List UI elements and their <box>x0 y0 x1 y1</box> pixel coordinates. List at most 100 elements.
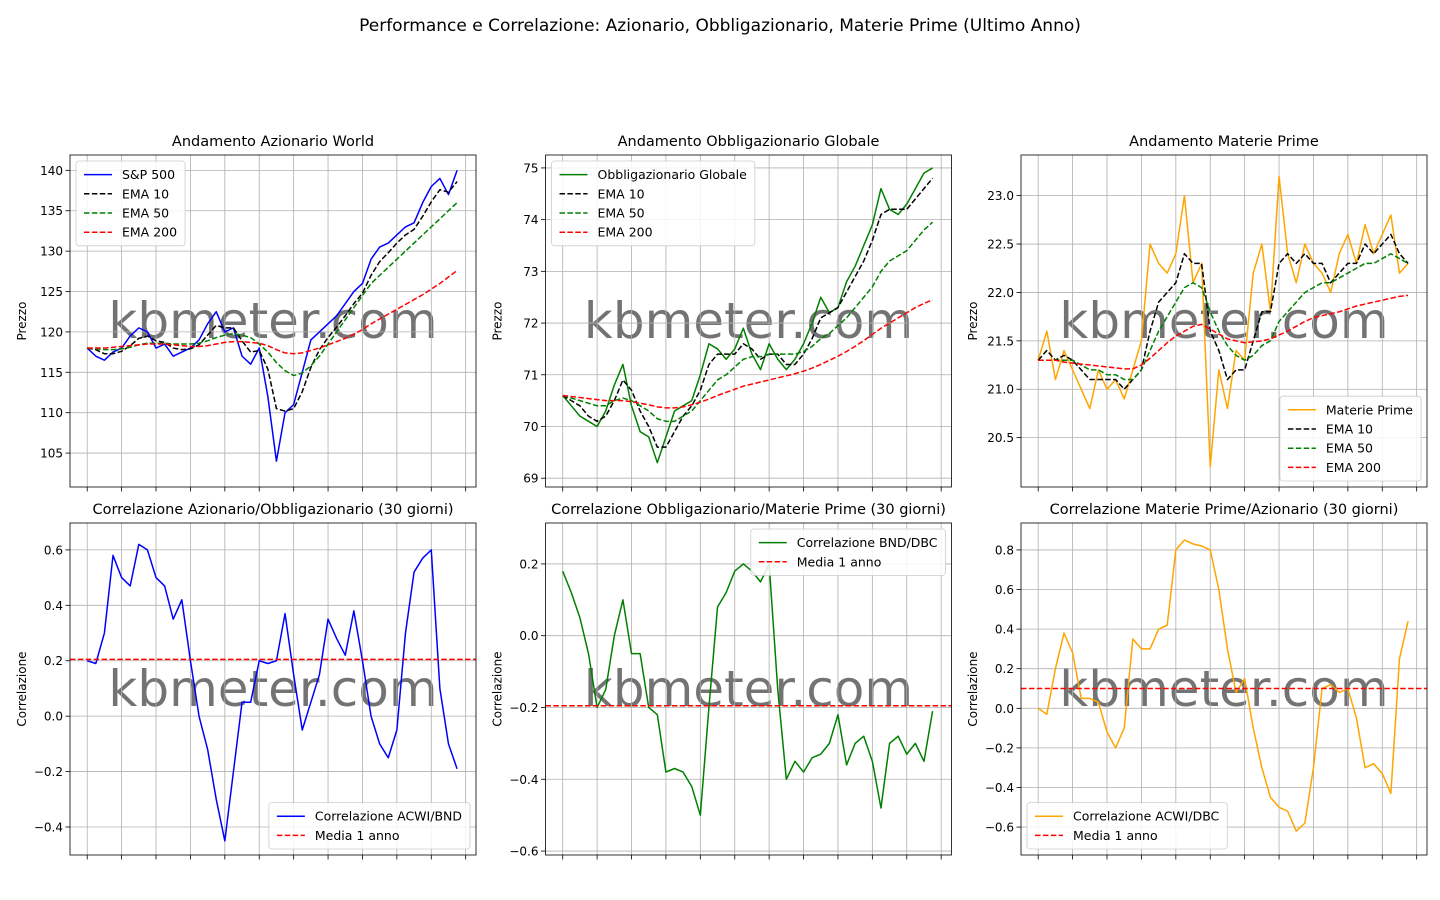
watermark: kbmeter.com <box>584 660 913 718</box>
axes-frame <box>1020 522 1428 856</box>
legend-label: EMA 50 <box>1326 441 1373 456</box>
legend-box <box>1026 802 1228 850</box>
subplot-title: Andamento Materie Prime <box>1129 134 1319 150</box>
y-axis-label: Prezzo <box>491 301 505 340</box>
legend-label: EMA 200 <box>1326 460 1381 475</box>
legend-label: Media 1 anno <box>315 828 400 843</box>
y-tick-label: 0.4 <box>995 623 1014 637</box>
y-tick-label: 22.0 <box>987 286 1014 300</box>
y-tick-label: 115 <box>40 366 63 380</box>
y-axis-label: Prezzo <box>966 301 980 340</box>
y-tick-label: 0.4 <box>44 599 63 613</box>
subplot-title: Andamento Obbligazionario Globale <box>618 134 880 150</box>
y-tick-label: 72 <box>523 317 538 331</box>
series-line <box>562 177 934 448</box>
figure-title: Performance e Correlazione: Azionario, O… <box>359 16 1081 36</box>
y-tick-label: 73 <box>523 265 538 279</box>
series-line <box>87 202 458 377</box>
y-tick-label: 0.6 <box>995 583 1014 597</box>
legend: Obbligazionario Globale EMA 10 EMA 50 EMA 2… <box>551 160 756 247</box>
legend-label: Correlazione BND/DBC <box>797 535 938 550</box>
subplot: Correlazione Azionario/Obbligazionario (… <box>15 502 477 860</box>
subplot: Andamento Obbligazionario Globale Prezzo k… <box>491 134 952 492</box>
watermark: kbmeter.com <box>108 660 437 718</box>
plot-area <box>86 170 458 462</box>
legend-label: Correlazione ACWI/DBC <box>1073 809 1220 824</box>
legend-box <box>750 528 946 576</box>
y-tick-label: 0.2 <box>995 662 1014 676</box>
series-line <box>1038 294 1409 370</box>
subplot-title: Correlazione Materie Prime/Azionario (30… <box>1050 502 1399 518</box>
y-tick-label: 70 <box>523 420 538 434</box>
legend-box <box>1279 395 1422 482</box>
y-tick-label: 0.0 <box>44 710 63 724</box>
legend-box <box>268 802 471 850</box>
y-tick-label: 20.5 <box>987 431 1014 445</box>
subplot: Correlazione Materie Prime/Azionario (30… <box>966 502 1428 860</box>
plot-area <box>1037 175 1409 468</box>
legend-label: EMA 10 <box>1326 422 1373 437</box>
legend-label: Media 1 anno <box>1073 828 1158 843</box>
legend-box <box>551 160 756 247</box>
y-tick-label: 140 <box>40 164 63 178</box>
series-line <box>1037 233 1409 390</box>
plot-area <box>545 563 952 816</box>
watermark: kbmeter.com <box>108 292 437 350</box>
plot-area <box>1021 539 1427 832</box>
subplot-title: Andamento Azionario World <box>172 134 374 150</box>
y-tick-label: 69 <box>523 472 538 486</box>
y-tick-label: 105 <box>40 447 63 461</box>
y-axis-label: Correlazione <box>966 651 980 726</box>
legend-label: S&P 500 <box>122 167 175 182</box>
series-line <box>1038 252 1409 381</box>
series-line <box>86 543 458 842</box>
legend-label: Media 1 anno <box>797 554 882 569</box>
legend: Correlazione BND/DBC Media 1 anno <box>750 528 946 576</box>
y-tick-label: 75 <box>523 161 538 175</box>
series-line <box>1037 175 1409 468</box>
y-tick-label: 22.5 <box>987 238 1014 252</box>
series-line <box>562 299 933 409</box>
axes-frame <box>69 522 477 856</box>
legend-label: Obbligazionario Globale <box>598 167 748 182</box>
y-tick-label: 0.2 <box>44 654 63 668</box>
y-tick-label: −0.6 <box>985 821 1014 835</box>
y-tick-label: 0.0 <box>995 702 1014 716</box>
y-tick-label: 125 <box>40 285 63 299</box>
legend-label: Correlazione ACWI/BND <box>315 809 462 824</box>
y-tick-label: −0.4 <box>509 773 538 787</box>
y-tick-label: 71 <box>523 368 538 382</box>
legend-label: EMA 200 <box>598 225 653 240</box>
subplot: Andamento Materie Prime Prezzo kbmeter.com… <box>966 134 1428 492</box>
y-tick-label: 21.5 <box>987 334 1014 348</box>
legend-label: EMA 50 <box>598 206 645 221</box>
legend-label: EMA 50 <box>122 206 169 221</box>
subplot: Correlazione Obbligazionario/Materie Pri… <box>491 502 952 860</box>
legend: Materie Prime EMA 10 EMA 50 EMA 200 <box>1279 395 1422 482</box>
subplot: Andamento Azionario World Prezzo kbmeter.c… <box>15 134 477 492</box>
y-tick-label: −0.4 <box>34 821 63 835</box>
y-tick-label: −0.6 <box>509 845 538 859</box>
axes-frame <box>545 154 952 488</box>
y-tick-label: 0.8 <box>995 543 1014 557</box>
legend-label: EMA 200 <box>122 225 177 240</box>
y-tick-label: 120 <box>40 325 63 339</box>
series-line <box>87 269 458 355</box>
y-axis-label: Correlazione <box>491 651 505 726</box>
y-axis-label: Correlazione <box>15 651 29 726</box>
y-tick-label: 130 <box>40 245 63 259</box>
subplot-title: Correlazione Obbligazionario/Materie Pri… <box>551 502 946 518</box>
series-line <box>562 563 934 816</box>
y-tick-label: 0.6 <box>44 543 63 557</box>
y-tick-label: −0.2 <box>985 741 1014 755</box>
axes-frame <box>69 154 477 488</box>
y-axis-label: Prezzo <box>15 301 29 340</box>
series-line <box>562 167 933 464</box>
legend-label: EMA 10 <box>122 186 169 201</box>
axes-frame <box>545 522 952 856</box>
legend-box <box>75 160 186 247</box>
legend-label: Materie Prime <box>1326 402 1413 417</box>
legend: Correlazione ACWI/DBC Media 1 anno <box>1026 802 1228 850</box>
